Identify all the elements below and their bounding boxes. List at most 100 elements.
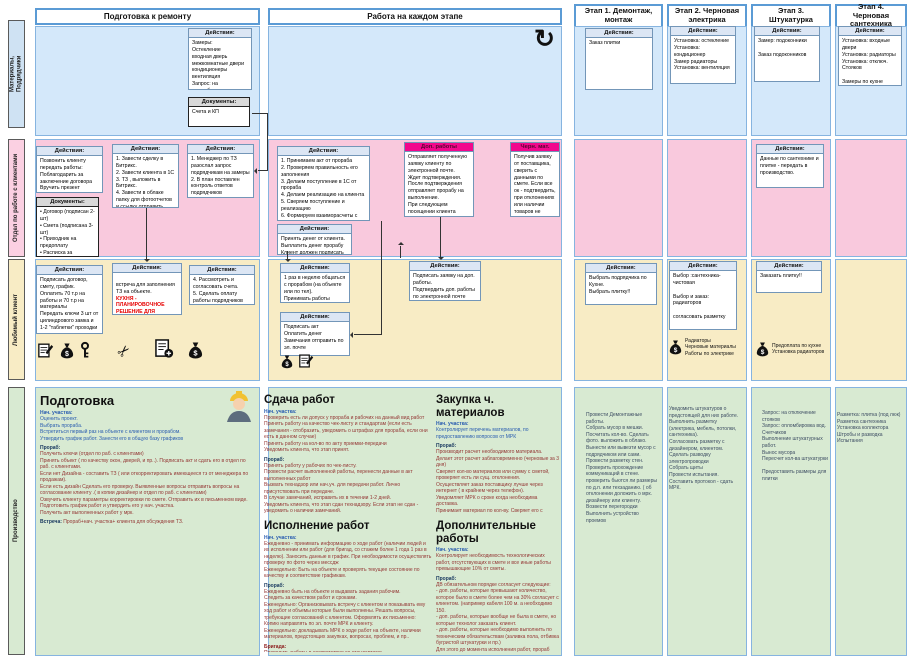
meeting-text: встреча для заполнения ТЗ на объекте. (116, 281, 175, 295)
production-stage2-tasks: Уведомить штукатуров о предстоящей для н… (669, 406, 739, 492)
node-body: Получив заявку от поставщика, сверить с … (514, 154, 556, 216)
node-call-client: Действия: Позвонить клиенту передать раб… (36, 146, 103, 193)
arrowhead-left (350, 331, 353, 338)
builder-icon (227, 391, 251, 422)
node-prep-invoices: Документы: Счета и КП (188, 97, 250, 127)
node-client-stage2: Действия: Выбор :сантехника-чистовая Выб… (669, 261, 737, 330)
svg-text:$: $ (761, 349, 765, 356)
node-client-stage3: Действия: Заказать плитку!! (756, 261, 822, 293)
role-label-nach: Нач. участка: (40, 410, 73, 417)
section-execution: Исполнение работ Нач. участка: Ежедневно… (264, 520, 432, 652)
lane-label-production: Производство (8, 387, 25, 655)
column-header-stage3: Этап 3. Штукатурка (751, 4, 831, 28)
node-client-stage1: Действия: Выбрать подрядчика по Кухне. В… (585, 263, 657, 305)
column-header-stage1: Этап 1. Демонтаж, монтаж (574, 4, 663, 28)
node-header: Действия: (281, 313, 349, 322)
node-contractor-requests: Действия: 1. Менеджер по ТЗ разослал зап… (187, 144, 254, 198)
lane-label-client: Любимый клиент (8, 259, 25, 380)
role-label-nach: Нач. участка: (436, 547, 469, 554)
node-crm-setup: Действия: 1. Завести сделку в Битрикс. 2… (112, 144, 179, 208)
lane-label-materials: Материалы, Подрядчики (8, 20, 25, 128)
meeting-line: Встреча: Прораб+нач. участка+ клиента дл… (40, 519, 256, 526)
section-title: Закупка ч. материалов (436, 394, 505, 419)
node-body: Данные по сантехнике и плитке - передать… (760, 156, 819, 176)
node-body: Выбор :сантехника-чистовая Выбор и заказ… (673, 273, 726, 321)
arrowhead-down (143, 259, 150, 262)
node-body: 4. Рассмотреть и согласовать счета. 5. С… (193, 277, 243, 304)
node-header: Действия: (757, 262, 821, 271)
node-body: Установка: остекление Установка: кондици… (674, 38, 730, 72)
document-sign-icon (38, 343, 54, 358)
role-text: Получить ключи (отдел по раб. с клиентам… (40, 451, 249, 516)
svg-text:$: $ (285, 362, 289, 368)
node-header: Действия: (278, 147, 369, 156)
section-title: Дополнительные работы (436, 520, 536, 545)
role-label-prorab: Прораб: (264, 456, 285, 463)
band-prep-production (35, 387, 260, 656)
money-bag-icon: $ (281, 355, 293, 369)
node-header: Действия: (670, 262, 736, 271)
role-text: Проводить работы в соответствии со станд… (264, 650, 432, 652)
stage2-payment-note: $ Радиаторы Черновые материалы Работы по… (669, 338, 744, 357)
lane-label-client-dept: Отдел по работе с клиентами (8, 139, 25, 257)
connector-line (400, 246, 401, 258)
column-header-stage2: Этап 2. Черновая электрика (667, 4, 747, 28)
node-header: Действия: (755, 27, 819, 36)
node-body: Подписать акт Оплатить денег Замечания о… (284, 324, 344, 351)
column-header-stage4: Этап 4. Черновая сантехника (835, 2, 907, 28)
client-middle-icons: $ (281, 353, 314, 369)
section-title: Подготовка (40, 394, 115, 408)
node-documents-list: Документы: • Договор (подписан 2-шт) • С… (36, 197, 99, 257)
section-title: Сдача работ (264, 394, 335, 406)
node-payments: Действия: Принять денег от клиента. Выпл… (277, 224, 352, 255)
node-client-weekly: Действия: 1 раз в неделю общаться с прор… (280, 263, 350, 303)
band-cycle-production (268, 387, 562, 656)
role-label-nach: Нач. участка: (264, 534, 297, 541)
node-header: Документы: (37, 198, 98, 207)
node-header: Действия: (839, 27, 901, 36)
node-header: Действия: (189, 29, 251, 38)
band-cycle-materials (268, 26, 562, 136)
band-stage2-clientdept (667, 139, 747, 257)
node-rough-materials: Черн. мат. Получив заявку от поставщика,… (510, 142, 560, 217)
meeting-label: Встреча: (40, 519, 62, 526)
svg-text:$: $ (674, 347, 678, 354)
connector-line (354, 334, 382, 335)
node-body: 1 раз в неделю общаться с прорабом (на о… (284, 275, 346, 302)
node-header: Действия: (278, 225, 351, 234)
node-header: Действия: (188, 145, 253, 154)
node-body: 1. Завести сделку в Битрикс. 2. Завести … (116, 156, 175, 208)
arrowhead-up (397, 242, 404, 245)
kitchen-warning: КУХНЯ - ПЛАНИРОВОЧНОЕ РЕШЕНИЕ ДЛЯ ЭЛЕКТР… (116, 295, 165, 315)
connector-line (381, 221, 382, 334)
node-header: Черн. мат. (511, 143, 559, 152)
meeting-text: Прораб+нач. участка+ клиента для обсужде… (61, 519, 184, 526)
role-text: Контролирует перечень материалов, по пре… (436, 427, 529, 440)
section-handover: Сдача работ Нач. участка: Проверить есть… (264, 394, 432, 514)
node-body: 1. Принимаем акт от прораба 2. Проверяем… (281, 158, 365, 220)
band-stage4-clientdept (835, 139, 907, 257)
node-header: Действия: (410, 262, 480, 271)
node-body: встреча для заполнения ТЗ на объекте. КУ… (113, 273, 181, 315)
node-body: 1. Менеджер по ТЗ разослал запрос подряд… (191, 156, 250, 197)
node-body: Заказ плитки (589, 40, 621, 46)
role-label-brigada: Бригада: (264, 643, 287, 650)
node-stage2-materials: Действия: Установка: остекление Установк… (670, 26, 736, 84)
node-header: Действия: (190, 266, 254, 275)
role-label-nach: Нач. участка: (436, 421, 469, 428)
node-stage-closing: Действия: 1. Принимаем акт от прораба 2.… (277, 146, 370, 221)
node-body: Замер: подоконники Заказ подоконников (758, 38, 807, 58)
node-stage1-materials: Действия: Заказ плитки (585, 28, 653, 90)
arrowhead-down (284, 259, 291, 262)
money-bag-icon: $ (669, 340, 682, 355)
column-header-prep: Подготовка к ремонту (35, 8, 260, 25)
node-body: Подписать заявку на доп. работы. Подтвер… (413, 273, 475, 300)
band-stage4-client (835, 259, 907, 381)
money-bag-icon: $ (60, 343, 74, 359)
stage3-payment-note: $ Предоплата по кухне Установка радиатор… (756, 341, 828, 357)
connector-line (287, 251, 288, 261)
node-header: Документы: (189, 98, 249, 107)
node-body: Установка: входные двери Установка: ради… (842, 38, 896, 86)
node-body: Замеры: Остекление входная дверь межкомн… (192, 40, 244, 89)
node-header: Действия: (37, 266, 102, 275)
